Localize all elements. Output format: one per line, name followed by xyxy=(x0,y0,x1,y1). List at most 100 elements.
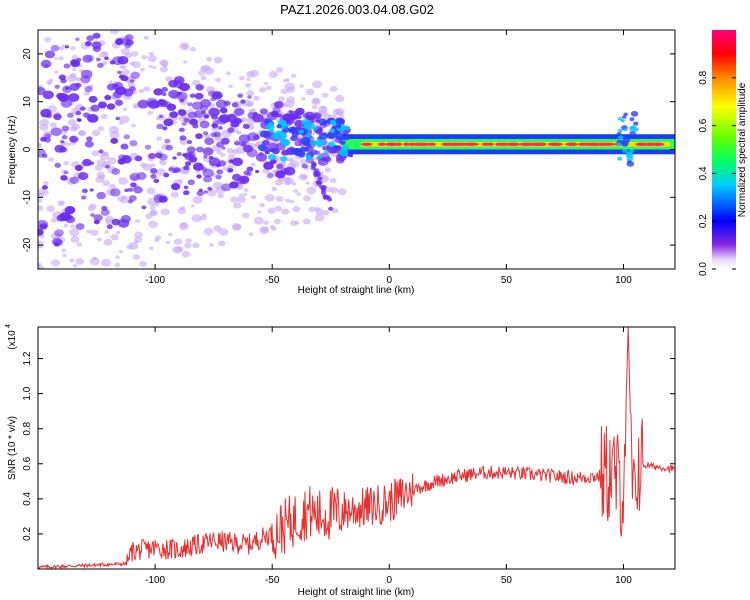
spectrogram-dot xyxy=(211,123,217,128)
spectrogram-dot xyxy=(204,137,215,146)
spectrogram-dot xyxy=(126,244,133,250)
spectrogram-dot xyxy=(90,104,100,112)
spectrogram-dot xyxy=(42,90,54,100)
spectrogram-dot xyxy=(43,36,52,43)
spectrogram-dot xyxy=(75,110,82,116)
spectrogram-dot xyxy=(106,103,116,110)
spectrogram-dot xyxy=(58,74,66,81)
spectrogram-dot xyxy=(115,116,121,121)
spectrogram-dot xyxy=(168,167,174,172)
spectrogram-dot xyxy=(49,122,57,128)
spectrogram-dot xyxy=(264,150,270,155)
spectrogram-dot xyxy=(38,219,49,229)
spectrogram-dot xyxy=(181,250,191,258)
spectrogram-dot xyxy=(80,106,86,111)
spectrogram-dot xyxy=(192,162,204,171)
spectrogram-dot xyxy=(299,146,308,153)
spectrogram-peak-dot xyxy=(450,142,464,146)
spectrogram-dot xyxy=(324,167,332,173)
spectrogram-dot xyxy=(104,230,109,234)
spectrogram-dot xyxy=(250,162,256,167)
spectrogram-peak-dot xyxy=(403,142,411,146)
spectrogram-dot xyxy=(335,124,342,129)
spectrogram-dot xyxy=(86,35,95,42)
spectrogram-dot xyxy=(196,174,202,179)
spectrogram-dot xyxy=(201,64,211,72)
spectrogram-dot xyxy=(179,98,185,103)
colorbar-tick-label: 0.4 xyxy=(698,166,709,180)
spectrogram-dot xyxy=(42,180,49,186)
spectrogram-dot xyxy=(213,56,223,64)
spectrogram-dot xyxy=(202,175,213,183)
spectrogram-dot xyxy=(620,140,626,145)
spectrogram-dot xyxy=(155,168,166,176)
spectrogram-dot xyxy=(253,95,260,101)
spectrogram-dot xyxy=(88,95,98,103)
spectrogram-dot xyxy=(93,214,103,222)
spectrogram-dot xyxy=(149,205,156,210)
spectrogram-dot xyxy=(86,229,92,234)
spectrogram-y-ticks: -20 -10 0 10 20 xyxy=(22,48,675,252)
spectrogram-dot xyxy=(331,208,339,214)
spectrogram-dot xyxy=(294,119,304,128)
spectrogram-dot xyxy=(234,107,245,116)
spectrogram-dot xyxy=(285,177,295,185)
spectrogram-dot xyxy=(259,130,270,138)
spectrogram-dot xyxy=(157,98,166,106)
snr-series-line xyxy=(38,327,675,569)
spectrogram-dot xyxy=(179,127,185,133)
spectrogram-dot xyxy=(44,64,49,68)
spectrogram-dot xyxy=(618,128,623,133)
snr-x-tick-label: 100 xyxy=(615,575,632,586)
spectrogram-dot xyxy=(222,167,227,171)
spectrogram-dot xyxy=(155,104,160,108)
spectrogram-dot xyxy=(299,84,304,88)
spectrogram-dot xyxy=(71,54,79,60)
spectrogram-dot xyxy=(216,93,221,97)
spectrogram-dot xyxy=(97,101,107,109)
spectrogram-dot xyxy=(310,163,316,168)
spectrogram-dot xyxy=(40,136,47,142)
spectrogram-dot xyxy=(103,151,109,156)
spectrogram-dot xyxy=(263,161,274,170)
spectrogram-dot xyxy=(203,154,208,159)
spectrogram-dot xyxy=(296,137,302,142)
spectrogram-dot xyxy=(317,176,323,181)
spectrogram-dot xyxy=(156,123,164,130)
spectrogram-dot xyxy=(240,99,246,104)
colorbar-tick-label: 0.2 xyxy=(698,214,709,228)
spectrogram-dot xyxy=(50,44,60,52)
spectrogram-dot xyxy=(41,185,48,190)
spectrogram-dot xyxy=(118,249,123,254)
spectrogram-dot xyxy=(335,132,346,141)
spectrogram-dot xyxy=(129,86,136,92)
spectrogram-dot xyxy=(130,71,140,79)
spectrogram-dot xyxy=(276,163,284,170)
spectrogram-peak-dot xyxy=(566,142,575,146)
spectrogram-dot xyxy=(210,114,219,120)
spectrogram-dot xyxy=(334,117,344,125)
spectrogram-dot xyxy=(253,216,264,225)
spectrogram-dot xyxy=(67,142,72,147)
spectrogram-dot xyxy=(165,240,171,245)
spectrogram-dot xyxy=(215,77,222,83)
spectrogram-dot xyxy=(280,156,288,162)
spectrogram-dot xyxy=(192,242,200,249)
spectrogram-dot xyxy=(314,206,320,212)
spectrogram-dot xyxy=(122,107,128,111)
spectrogram-dot xyxy=(250,108,256,113)
spectrogram-dot xyxy=(133,105,138,109)
spectrogram-dot xyxy=(311,104,318,110)
spectrogram-dot xyxy=(58,45,65,51)
colorbar-label: Normalized spectral amplitude xyxy=(737,82,748,217)
spectrogram-dot xyxy=(64,206,76,215)
spectrogram-dot xyxy=(183,117,190,123)
spectrogram-dot xyxy=(286,157,292,162)
spectrogram-dot xyxy=(181,121,187,126)
snr-x-tick-label: 50 xyxy=(501,575,513,586)
spectrogram-dot xyxy=(138,88,145,94)
spectrogram-dot xyxy=(268,71,279,79)
spectrogram-dot xyxy=(255,153,268,162)
spectrogram-dot xyxy=(302,218,311,225)
spectrogram-dot xyxy=(187,102,193,107)
